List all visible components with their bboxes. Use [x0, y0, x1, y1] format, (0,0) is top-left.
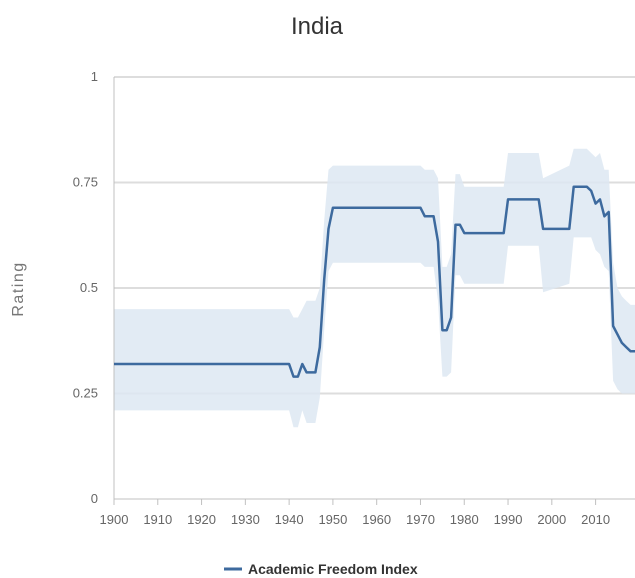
- y-tick-label: 0: [91, 491, 98, 506]
- series-line: [114, 185, 635, 378]
- x-tick-label: 1900: [100, 512, 129, 527]
- y-tick-label: 1: [91, 69, 98, 84]
- legend[interactable]: Academic Freedom Index: [224, 561, 418, 577]
- x-tick-label: 1970: [406, 512, 435, 527]
- y-tick-label: 0.75: [73, 175, 98, 190]
- x-tick-label: 2010: [581, 512, 610, 527]
- x-tick-label: 1910: [143, 512, 172, 527]
- x-tick-label: 1950: [318, 512, 347, 527]
- x-tick-label: 1980: [450, 512, 479, 527]
- x-tick-label: 1920: [187, 512, 216, 527]
- x-tick-label: 2000: [537, 512, 566, 527]
- x-tick-label: 1930: [231, 512, 260, 527]
- y-axis-label: Rating: [10, 261, 27, 316]
- series-line-layer: [114, 185, 635, 378]
- x-tick-label: 1990: [494, 512, 523, 527]
- x-tick-label: 1960: [362, 512, 391, 527]
- chart-title: India: [291, 13, 344, 40]
- legend-label: Academic Freedom Index: [248, 561, 418, 577]
- y-tick-label: 0.25: [73, 386, 98, 401]
- axes: 0 0.25 0.5 0.75 1 1900 1910 1920 1930 1940 1950 196…: [73, 69, 635, 527]
- x-tick-label: 1940: [275, 512, 304, 527]
- y-tick-label: 0.5: [80, 280, 98, 295]
